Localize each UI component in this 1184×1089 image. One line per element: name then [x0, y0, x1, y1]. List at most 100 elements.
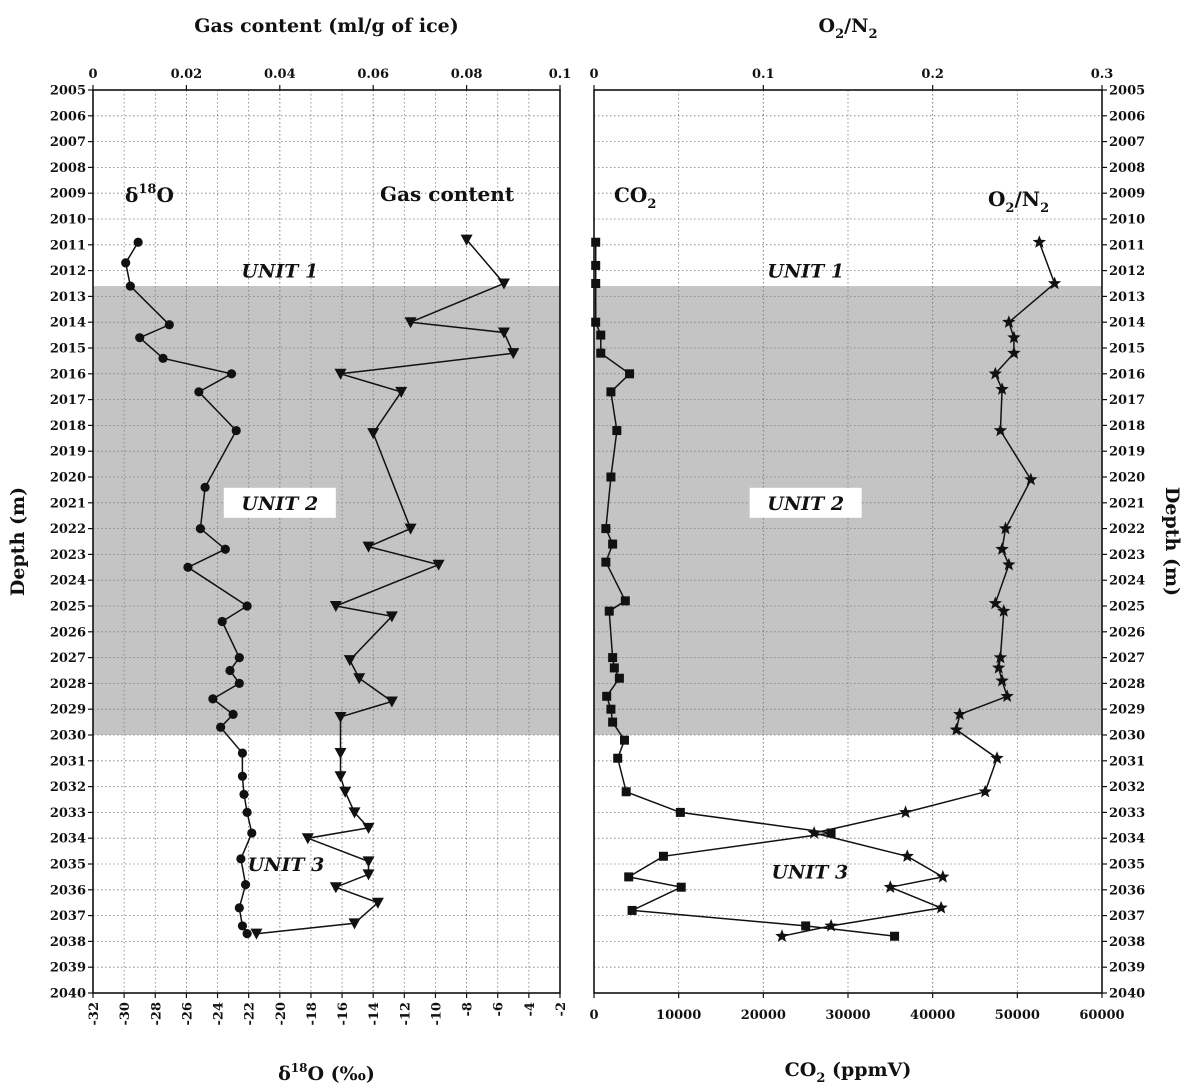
y-tick-label: 2035 [50, 858, 86, 873]
data-point [242, 929, 252, 939]
y-tick-label: 2029 [50, 703, 86, 718]
unit-label-box [749, 487, 862, 518]
data-point [596, 348, 606, 358]
data-point [898, 805, 913, 819]
data-point [621, 787, 631, 797]
y-tick-label: 2010 [50, 213, 86, 228]
y-tick-label: 2007 [50, 135, 86, 150]
data-point [216, 722, 226, 732]
x-bottom-tick-label: -30 [118, 1002, 133, 1026]
data-point [385, 611, 398, 623]
data-point [339, 786, 352, 798]
unit-label-text: UNIT 1 [767, 261, 844, 283]
data-point [1047, 276, 1062, 290]
data-point [208, 694, 218, 704]
data-point [183, 562, 193, 572]
unit-label-text: UNIT 1 [241, 261, 318, 283]
series-co2 [591, 237, 900, 941]
grid [93, 90, 560, 993]
x-bottom-tick-label: -10 [429, 1002, 444, 1026]
data-point [612, 426, 622, 436]
data-point [1024, 472, 1038, 486]
y-tick-label: 2032 [1109, 780, 1145, 795]
data-point [604, 606, 614, 616]
y-tick-label: 2019 [1109, 445, 1145, 460]
data-point [993, 423, 1008, 437]
y-tick-label: 2036 [1109, 883, 1145, 898]
x-top-tick-label: 0.1 [752, 67, 775, 82]
series-label-o2n2: O2/N2 [988, 187, 1049, 216]
data-point [606, 387, 616, 397]
unit-label-text: UNIT 2 [241, 493, 318, 515]
x-top-tick-label: 0.06 [357, 67, 389, 82]
data-point [591, 237, 601, 247]
data-point [1002, 557, 1016, 571]
x-top-tick-label: 0.02 [171, 67, 203, 82]
y-tick-label: 2025 [1109, 600, 1145, 615]
y-tick-label: 2019 [50, 445, 86, 460]
x-bottom-tick-label: -12 [398, 1002, 413, 1026]
data-point [200, 482, 210, 492]
x-top-axis-title: O2/N2 [819, 15, 878, 42]
data-point [236, 854, 246, 864]
data-point [231, 425, 241, 436]
y-tick-label: 2007 [1109, 135, 1145, 150]
y-tick-label: 2040 [50, 987, 86, 1002]
x-top-tick-label: 0 [88, 67, 97, 82]
x-bottom-axis-title: CO2 (ppmV) [785, 1059, 912, 1086]
x-top-tick-label: 0.2 [921, 67, 944, 82]
y-tick-label: 2034 [1109, 832, 1145, 847]
y-tick-label: 2005 [50, 84, 86, 99]
x-bottom-tick-label: 10000 [656, 1008, 701, 1023]
data-point [1032, 235, 1046, 248]
x-bottom-tick-label: -22 [243, 1002, 258, 1026]
y-tick-label: 2017 [50, 393, 86, 408]
y-tick-label: 2020 [1109, 471, 1145, 486]
x-top-axis-title: Gas content (ml/g of ice) [194, 15, 458, 37]
data-point [658, 851, 668, 861]
data-point [329, 601, 342, 612]
y-tick-label: 2015 [50, 342, 86, 357]
y-tick-label: 2031 [50, 754, 86, 769]
x-bottom-tick-label: 40000 [910, 1008, 955, 1023]
data-point [226, 369, 237, 379]
data-point [601, 524, 611, 534]
y-tick-label: 2008 [50, 161, 86, 176]
left-panel: 2005 2006 2007 2008 2009 2010 2011 2012 2013 2014… [7, 15, 571, 1085]
x-bottom-tick-label: -26 [180, 1002, 195, 1026]
data-point [826, 828, 836, 838]
data-point [953, 707, 967, 720]
unit-label: UNIT 1 [767, 261, 844, 283]
x-top-tick-label: 0 [589, 67, 598, 82]
plot-frame [92, 89, 561, 994]
x-bottom-tick-label: 0 [589, 1008, 598, 1023]
series-line [594, 242, 895, 937]
y-tick-label: 2038 [1109, 935, 1145, 950]
data-point [234, 678, 244, 689]
y-tick-label: 2021 [50, 496, 86, 511]
data-point [195, 524, 206, 534]
data-point [936, 869, 950, 883]
data-point [613, 753, 623, 763]
data-point [362, 869, 375, 881]
data-point [608, 717, 618, 727]
data-point [883, 880, 897, 893]
data-point [228, 709, 238, 719]
x-top-tick-label: 0.08 [451, 67, 483, 82]
x-bottom-tick-label: -24 [212, 1002, 227, 1026]
data-point [995, 673, 1009, 687]
data-point [404, 523, 417, 535]
y-tick-label: 2010 [1109, 213, 1145, 228]
data-point [497, 278, 510, 290]
unit-label: UNIT 1 [241, 261, 318, 283]
data-point [334, 748, 347, 760]
x-top-tick-label: 0.1 [549, 67, 572, 82]
y-tick-label: 2012 [1109, 264, 1145, 279]
data-point [237, 748, 248, 758]
y-tick-label: 2018 [1109, 419, 1145, 434]
x-bottom-tick-label: 50000 [995, 1008, 1040, 1023]
y-tick-label: 2013 [50, 290, 86, 305]
x-top-tick-label: 0.04 [264, 67, 296, 82]
y-tick-label: 2026 [1109, 625, 1145, 640]
